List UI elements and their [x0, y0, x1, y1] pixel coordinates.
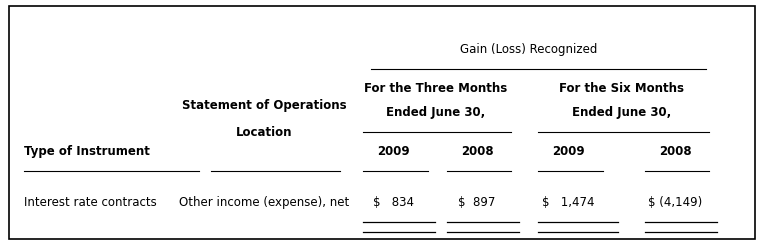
Text: Gain (Loss) Recognized: Gain (Loss) Recognized: [460, 43, 597, 56]
Text: 2008: 2008: [659, 145, 691, 158]
Text: Type of Instrument: Type of Instrument: [24, 145, 150, 158]
Text: 2009: 2009: [377, 145, 410, 158]
Text: Ended June 30,: Ended June 30,: [386, 106, 485, 119]
Text: For the Three Months: For the Three Months: [364, 82, 507, 95]
Text: 2009: 2009: [552, 145, 584, 158]
Text: $ (4,149): $ (4,149): [648, 196, 702, 209]
Text: Interest rate contracts: Interest rate contracts: [24, 196, 157, 209]
Text: $  897: $ 897: [458, 196, 496, 209]
Text: $   1,474: $ 1,474: [542, 196, 594, 209]
Text: Location: Location: [236, 126, 293, 139]
Text: $   834: $ 834: [373, 196, 414, 209]
FancyBboxPatch shape: [9, 6, 755, 239]
Text: Statement of Operations: Statement of Operations: [182, 99, 346, 112]
Text: Ended June 30,: Ended June 30,: [572, 106, 672, 119]
Text: 2008: 2008: [461, 145, 494, 158]
Text: Other income (expense), net: Other income (expense), net: [179, 196, 349, 209]
Text: For the Six Months: For the Six Months: [559, 82, 685, 95]
